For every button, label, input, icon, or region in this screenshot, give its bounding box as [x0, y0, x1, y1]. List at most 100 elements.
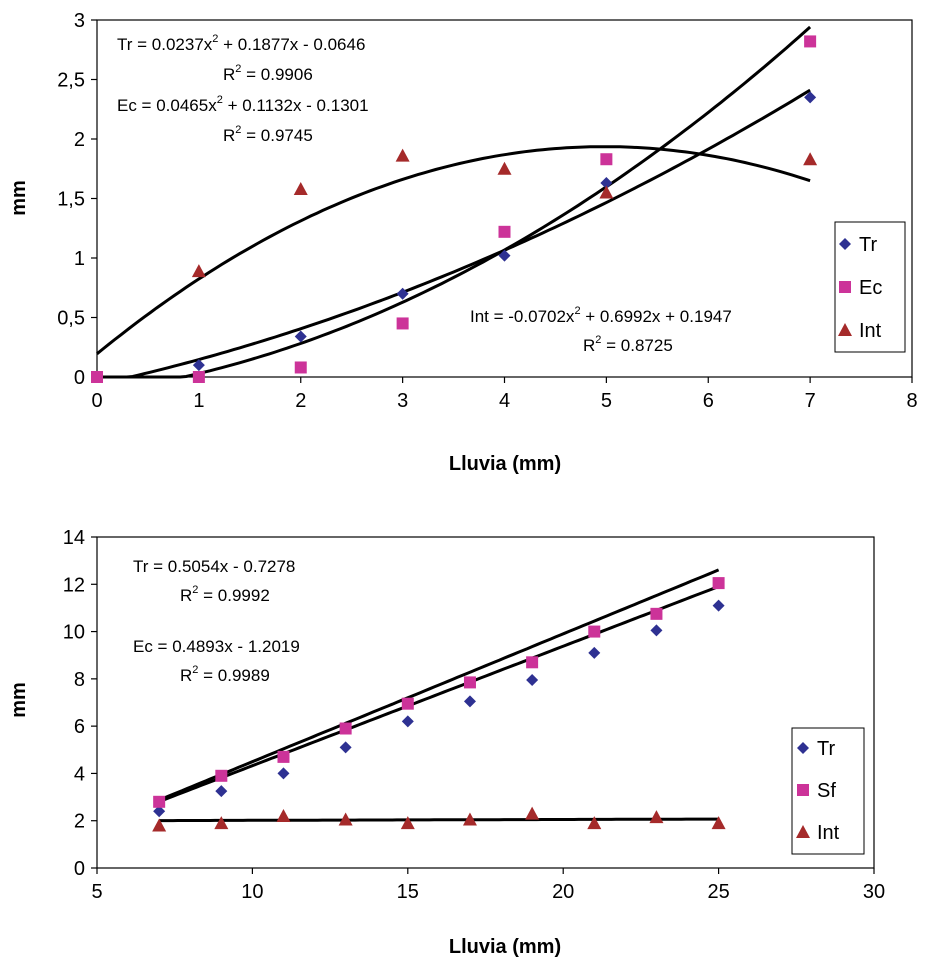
point-ec [396, 317, 409, 330]
y-tick-label: 10 [63, 622, 85, 644]
legend-label-tr: Tr [859, 234, 877, 256]
legend-label-int: Int [817, 822, 840, 844]
y-tick-label: 12 [63, 574, 85, 596]
point-tr [463, 695, 476, 708]
point-sf [401, 697, 414, 710]
point-tr [294, 330, 307, 343]
x-tick-label: 5 [91, 881, 102, 903]
point-int [462, 812, 477, 826]
legend-label-ec: Ec [859, 277, 882, 299]
x-tick-label: 20 [552, 881, 574, 903]
point-tr [401, 715, 414, 728]
point-sf [277, 750, 290, 763]
point-int [711, 816, 726, 830]
trendline-0 [97, 88, 811, 379]
x-tick-label: 15 [397, 881, 419, 903]
y-tick-label: 1 [74, 248, 85, 270]
y-tick-label: 0 [74, 367, 85, 389]
point-sf [588, 625, 601, 638]
point-ec [294, 361, 307, 374]
legend-marker-ec [839, 281, 851, 293]
y-tick-label: 0,5 [57, 308, 85, 330]
point-sf [712, 577, 725, 590]
plot-area [96, 536, 875, 869]
x-tick-label: 7 [805, 390, 816, 412]
point-sf [153, 795, 166, 808]
legend-marker-int [838, 323, 852, 336]
x-tick-label: 2 [295, 390, 306, 412]
point-tr [396, 287, 409, 300]
point-int [395, 148, 410, 162]
point-ec [600, 153, 613, 166]
x-tick-label: 6 [703, 390, 714, 412]
trendline-2 [159, 817, 719, 823]
legend: Tr Sf Int [791, 727, 865, 855]
point-tr [153, 805, 166, 818]
r2-tr: R2 = 0.9992 [180, 584, 270, 605]
plot-area [96, 19, 913, 378]
point-tr [339, 741, 352, 754]
trendline-1 [158, 568, 720, 802]
eq-tr: Tr = 0.5054x - 0.7278 [133, 557, 295, 576]
x-tick-label: 30 [863, 881, 885, 903]
top-chart: 0 0,5 1 1,5 2 2,5 3 0 1 2 3 4 5 6 7 8 mm Lluvia (mm) T… [8, 10, 918, 475]
y-tick-label: 2,5 [57, 70, 85, 92]
point-tr [526, 674, 539, 687]
eq-ec: Ec = 0.0465x2 + 0.1132x - 0.1301 [117, 94, 369, 115]
point-tr [600, 177, 613, 190]
y-tick-label: 14 [63, 527, 85, 549]
x-tick-label: 8 [906, 390, 917, 412]
point-tr [804, 91, 817, 104]
point-tr [712, 599, 725, 612]
point-int [587, 816, 602, 830]
legend-label-tr: Tr [817, 738, 835, 760]
r2-tr: R2 = 0.9906 [223, 63, 313, 84]
x-tick-label: 10 [241, 881, 263, 903]
point-int [649, 810, 664, 824]
y-tick-label: 4 [74, 763, 85, 785]
point-int [497, 161, 512, 175]
y-tick-label: 3 [74, 10, 85, 32]
point-tr [498, 249, 511, 262]
point-int [525, 806, 540, 820]
y-tick-label: 0 [74, 858, 85, 880]
point-int [400, 816, 415, 830]
y-tick-label: 2 [74, 811, 85, 833]
point-sf [526, 656, 539, 669]
point-tr [192, 359, 205, 372]
legend-marker-sf [797, 784, 809, 796]
legend-marker-tr [839, 238, 851, 250]
point-int [803, 152, 818, 166]
bottom-chart: 0 2 4 6 8 10 12 14 5 10 15 20 25 30 mm Lluvia (mm) T… [8, 527, 885, 958]
point-ec [192, 371, 205, 383]
x-axis-label: Lluvia (mm) [449, 453, 561, 475]
x-tick-label: 25 [707, 881, 729, 903]
trendline-2 [96, 145, 811, 355]
r2-ec: R2 = 0.9989 [180, 664, 270, 685]
trendline-1 [97, 25, 812, 379]
legend-marker-tr [797, 742, 809, 754]
point-int [214, 816, 229, 830]
point-sf [463, 676, 476, 689]
y-tick-label: 8 [74, 669, 85, 691]
point-ec [91, 371, 103, 383]
point-sf [215, 769, 228, 782]
legend-label-sf: Sf [817, 780, 836, 802]
y-tick-label: 1,5 [57, 189, 85, 211]
y-axis-label: mm [8, 180, 30, 216]
eq-int: Int = -0.0702x2 + 0.6992x + 0.1947 [470, 305, 732, 326]
point-int [599, 185, 614, 199]
x-tick-label: 1 [193, 390, 204, 412]
point-int [191, 264, 206, 278]
point-tr [588, 646, 601, 659]
legend-label-int: Int [859, 320, 882, 342]
y-axis-label: mm [8, 682, 30, 718]
point-sf [339, 722, 352, 735]
point-int [293, 181, 308, 195]
point-ec [804, 35, 817, 48]
x-tick-label: 5 [601, 390, 612, 412]
point-int [276, 808, 291, 822]
point-int [338, 812, 353, 826]
eq-tr: Tr = 0.0237x2 + 0.1877x - 0.0646 [117, 33, 365, 54]
